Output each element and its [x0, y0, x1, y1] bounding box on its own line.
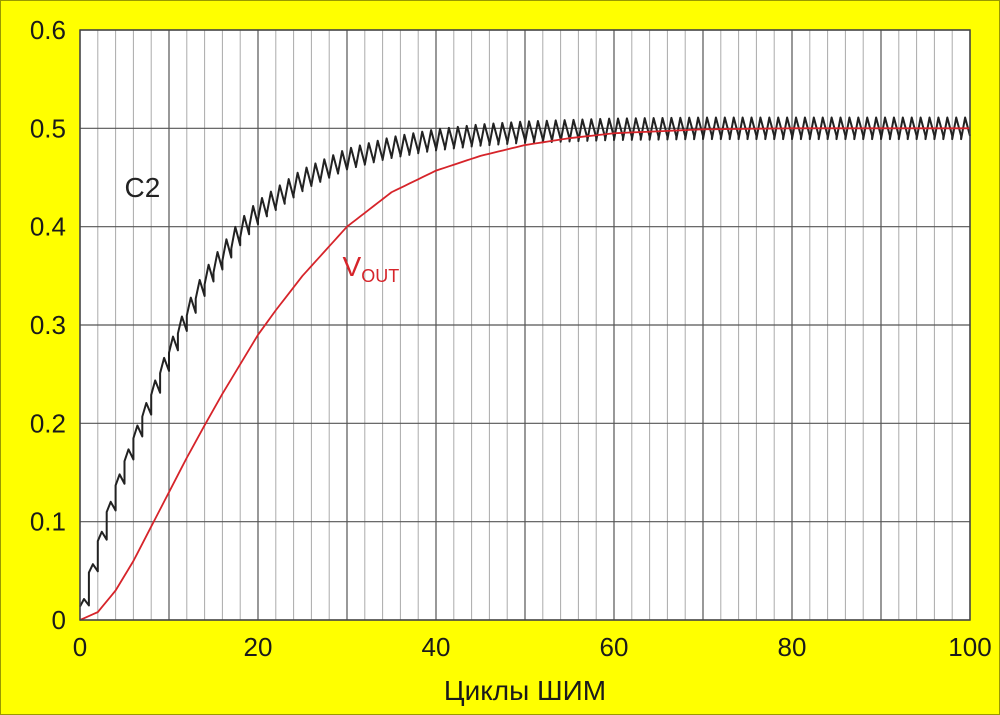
x-tick-label: 80 — [778, 632, 807, 662]
x-axis-title: Циклы ШИМ — [444, 675, 606, 706]
y-tick-label: 0.1 — [30, 507, 66, 537]
y-tick-label: 0.3 — [30, 310, 66, 340]
y-tick-label: 0.4 — [30, 212, 66, 242]
series-line-vout — [79, 127, 970, 621]
x-tick-label: 40 — [422, 632, 451, 662]
y-tick-label: 0.5 — [30, 113, 66, 143]
x-tick-label: 100 — [948, 632, 991, 662]
y-tick-label: 0.2 — [30, 408, 66, 438]
y-tick-labels: 0 0.1 0.2 0.3 0.4 0.5 0.6 — [30, 15, 66, 635]
series-line-c2 — [79, 116, 971, 608]
x-tick-label: 0 — [73, 632, 87, 662]
annotations: C2 VOUT — [125, 172, 400, 286]
y-tick-label: 0 — [52, 605, 66, 635]
x-tick-label: 20 — [244, 632, 273, 662]
x-tick-label: 60 — [600, 632, 629, 662]
x-tick-labels: 0 20 40 60 80 100 — [73, 632, 992, 662]
annotation-vout: VOUT — [343, 251, 400, 286]
plot-border — [79, 29, 971, 621]
annotation-c2: C2 — [125, 172, 161, 203]
y-tick-label: 0.6 — [30, 15, 66, 45]
series-layer — [79, 29, 971, 621]
